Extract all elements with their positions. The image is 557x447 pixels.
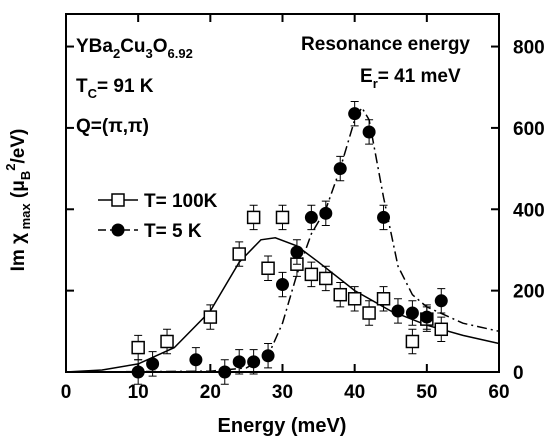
data-point	[405, 306, 419, 320]
x-tick-label: 50	[416, 382, 437, 403]
data-point	[377, 210, 391, 224]
data-point	[362, 125, 376, 139]
x-tick-label: 20	[200, 382, 221, 403]
compound-label: YBa2Cu3O6.92	[76, 36, 193, 61]
y-axis-label-part: max	[18, 203, 33, 233]
tc-label-part: = 91 K	[97, 76, 154, 97]
x-tick-label: 30	[272, 382, 293, 403]
y-tick-label: 400	[513, 200, 545, 221]
y-axis-label-part: /eV)	[8, 129, 29, 164]
data-point	[319, 271, 333, 286]
legend-label: T= 5 K	[144, 221, 202, 242]
y-axis-label-part: B	[18, 171, 33, 180]
compound-label-part: 2	[113, 46, 120, 61]
data-point	[261, 261, 275, 276]
compound-label-part: 3	[146, 46, 153, 61]
legend-marker	[111, 193, 125, 207]
data-point	[218, 365, 232, 379]
y-tick-label: 200	[513, 282, 545, 303]
data-point	[391, 304, 405, 318]
data-point	[376, 292, 391, 306]
data-point	[362, 306, 376, 320]
compound-label-part: O	[153, 36, 168, 57]
data-point	[261, 349, 275, 363]
tc-label: TC= 91 K	[76, 76, 154, 101]
data-point	[247, 355, 261, 369]
q-label-part: Q=(π,π)	[76, 116, 149, 137]
y-tick-label: 0	[513, 363, 524, 384]
y-axis-label: Im χ max (μB2/eV)	[3, 129, 33, 272]
legend-marker	[111, 223, 125, 237]
er-label-part: r	[373, 76, 378, 91]
data-point	[405, 334, 420, 349]
data-point	[420, 310, 434, 324]
er-label-part: E	[360, 66, 373, 87]
compound-label-part: YBa	[76, 36, 113, 57]
q-label: Q=(π,π)	[76, 116, 149, 137]
chart-title: Resonance energy	[301, 34, 470, 55]
data-point	[160, 334, 174, 349]
data-point	[319, 206, 333, 220]
er-label-part: = 41 meV	[378, 66, 461, 87]
tc-label-part: C	[88, 86, 98, 101]
y-tick-label: 600	[513, 119, 545, 140]
y-axis-label-part: (μ	[8, 180, 29, 203]
er-label: Er= 41 meV	[360, 66, 461, 91]
legend-label: T= 100K	[144, 191, 218, 212]
data-point	[246, 210, 261, 225]
data-point	[290, 245, 304, 259]
data-point	[146, 357, 160, 371]
x-tick-label: 0	[61, 382, 72, 403]
data-point	[304, 267, 319, 282]
y-axis-label-part: Im χ	[8, 233, 29, 271]
data-point	[333, 287, 347, 302]
compound-label-part: Cu	[120, 36, 145, 57]
x-axis-label: Energy (meV)	[218, 415, 347, 437]
data-point	[131, 365, 145, 379]
data-point	[434, 294, 448, 308]
fit-curve	[65, 237, 500, 373]
y-tick-label: 800	[513, 38, 545, 59]
compound-label-part: 6.92	[168, 46, 193, 61]
data-point	[131, 340, 145, 355]
data-point	[276, 278, 289, 292]
tc-label-part: T	[76, 76, 88, 97]
data-point	[232, 247, 246, 261]
data-point	[348, 107, 362, 121]
y-axis-label-part: 2	[3, 163, 18, 170]
x-tick-label: 60	[488, 382, 509, 403]
data-point	[232, 355, 246, 369]
data-point	[275, 210, 290, 225]
data-point	[203, 310, 218, 324]
x-tick-label: 10	[128, 382, 149, 403]
data-point	[333, 162, 347, 176]
data-point	[434, 322, 449, 337]
data-point	[347, 292, 362, 306]
data-point	[304, 210, 318, 224]
data-point	[189, 353, 203, 367]
x-tick-label: 40	[344, 382, 365, 403]
